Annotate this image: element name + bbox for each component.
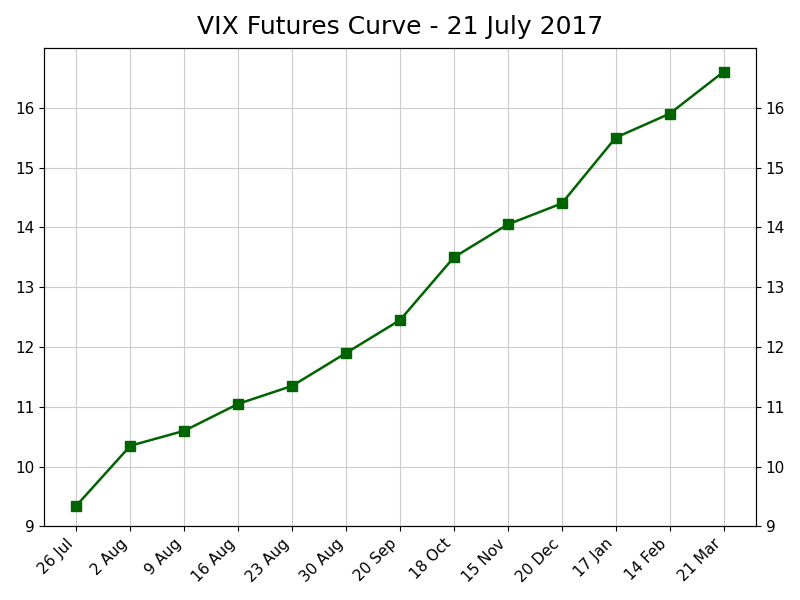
- Title: VIX Futures Curve - 21 July 2017: VIX Futures Curve - 21 July 2017: [197, 15, 603, 39]
